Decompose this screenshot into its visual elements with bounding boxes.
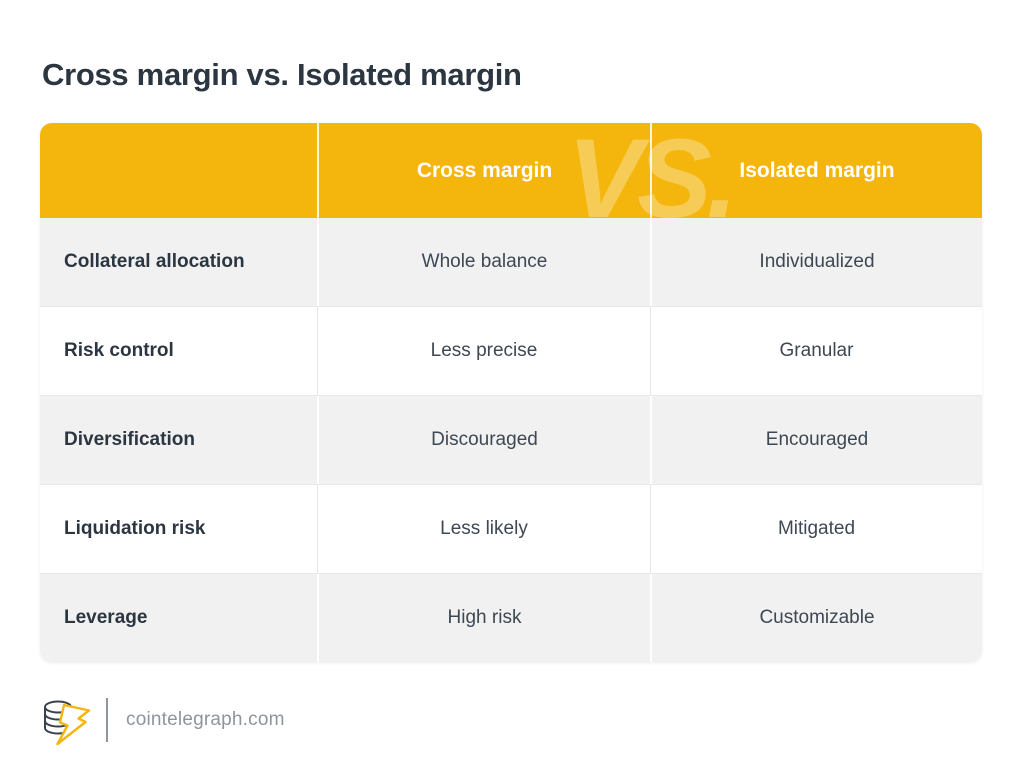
header-cell-isolated-margin: Isolated margin (650, 123, 982, 218)
isolated-margin-value: Individualized (650, 218, 982, 306)
isolated-margin-value: Customizable (650, 574, 982, 662)
row-label: Collateral allocation (64, 251, 245, 272)
row-label: Risk control (64, 340, 174, 361)
vs-watermark: VS. (567, 123, 738, 218)
table-row: Liquidation risk Less likely Mitigated (40, 484, 982, 573)
comparison-table: VS. Cross margin Isolated margin Collate… (40, 123, 982, 662)
row-label: Liquidation risk (64, 518, 206, 539)
row-label: Leverage (64, 607, 148, 628)
table-row: Diversification Discouraged Encouraged (40, 395, 982, 484)
footer-divider (106, 698, 108, 742)
footer-attribution: cointelegraph.com (40, 694, 285, 746)
header-cell-cross-margin: Cross margin (317, 123, 650, 218)
row-label: Diversification (64, 429, 195, 450)
cointelegraph-coin-stack-lightning-icon (44, 700, 91, 746)
cross-margin-value: Discouraged (317, 396, 650, 484)
header-cell-empty (40, 123, 317, 218)
cross-margin-value: Whole balance (317, 218, 650, 306)
table-row: Leverage High risk Customizable (40, 573, 982, 662)
site-url: cointelegraph.com (126, 709, 285, 730)
isolated-margin-value: Granular (650, 307, 982, 395)
isolated-margin-value: Mitigated (650, 485, 982, 573)
cross-margin-value: High risk (317, 574, 650, 662)
cross-margin-value: Less likely (317, 485, 650, 573)
page-title: Cross margin vs. Isolated margin (42, 56, 522, 92)
cross-margin-value: Less precise (317, 307, 650, 395)
isolated-margin-value: Encouraged (650, 396, 982, 484)
table-header-row: VS. Cross margin Isolated margin (40, 123, 982, 218)
table-row: Risk control Less precise Granular (40, 306, 982, 395)
table-row: Collateral allocation Whole balance Indi… (40, 218, 982, 306)
